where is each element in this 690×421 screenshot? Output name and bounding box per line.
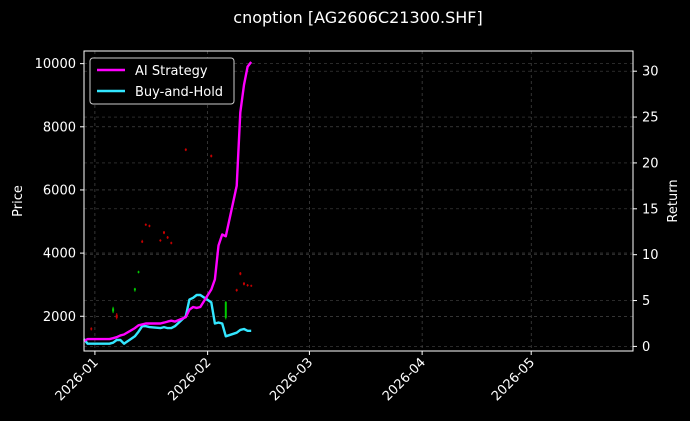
legend: AI Strategy Buy-and-Hold [89,57,235,105]
legend-label-ai-strategy: AI Strategy [135,64,208,79]
candle-body-7 [148,225,151,227]
candle-9 [162,231,165,235]
y-axis-label: Price [11,185,26,217]
candle-body-11 [170,242,173,244]
candle-11 [170,241,173,245]
series-line-1 [83,293,252,345]
return-lines [83,61,253,345]
candle-body-0 [90,328,93,330]
candle-18 [246,284,249,287]
candle-body-16 [239,272,242,275]
candle-body-3 [133,288,136,291]
y2-tick-label-15: 15 [642,202,659,217]
candle-body-6 [144,224,147,226]
legend-label-buy-and-hold: Buy-and-Hold [135,85,223,100]
candle-body-15 [235,289,238,291]
candle-body-9 [162,231,165,234]
plot-frame [83,50,634,352]
candle-body-5 [141,241,144,243]
y-tick-label-6000: 6000 [43,183,76,198]
legend-box [89,57,235,105]
candle-body-17 [242,282,245,285]
candle-3 [133,287,136,292]
right-y-axis: 0 5 10 15 20 25 30 [633,65,659,355]
candle-4 [137,270,140,274]
candle-0 [90,327,93,331]
y2-tick-label-5: 5 [642,294,650,309]
candle-body-14 [224,302,227,318]
candle-body-1 [112,308,115,312]
y2-tick-label-25: 25 [642,111,659,126]
series-line-0 [83,61,253,342]
candle-body-18 [246,284,249,286]
candle-body-19 [250,285,253,287]
candle-17 [242,282,245,286]
candle-5 [141,239,144,243]
y2-axis-label: Return [666,179,681,222]
candle-body-4 [137,271,140,273]
candle-16 [239,272,242,276]
candlestick-series [90,148,253,331]
candle-12 [184,148,187,152]
candle-15 [235,288,238,292]
y2-tick-label-0: 0 [642,340,650,355]
y-tick-label-4000: 4000 [43,247,76,262]
candle-body-12 [184,148,187,151]
y-tick-label-8000: 8000 [43,120,76,135]
candle-body-10 [166,236,169,239]
candle-10 [166,236,169,239]
candle-19 [250,284,253,287]
y-tick-label-2000: 2000 [43,310,76,325]
y2-tick-label-30: 30 [642,65,659,80]
candle-body-2 [115,314,118,318]
left-y-axis: 2000 4000 6000 8000 10000 [35,57,84,325]
candle-7 [148,224,151,228]
chart-title: cnoption [AG2606C21300.SHF] [233,8,482,27]
y2-tick-label-10: 10 [642,248,659,263]
candle-8 [159,239,162,242]
candle-2 [115,313,118,320]
y2-tick-label-20: 20 [642,156,659,171]
candle-body-13 [210,155,213,157]
candle-6 [144,223,147,226]
candle-13 [210,154,213,158]
candle-1 [112,306,115,314]
candle-14 [224,301,227,320]
candle-body-8 [159,239,162,242]
y-tick-label-10000: 10000 [35,57,76,72]
